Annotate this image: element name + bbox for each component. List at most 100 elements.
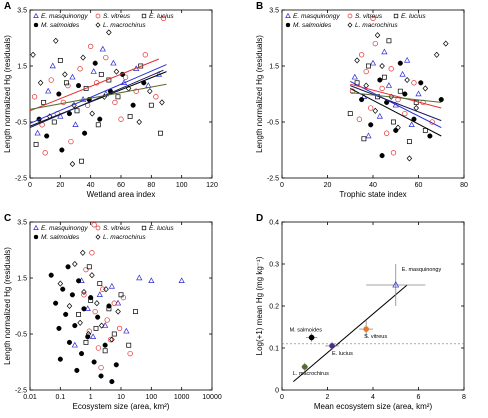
legend-marker bbox=[141, 225, 147, 231]
legend-marker bbox=[393, 13, 399, 19]
data-point bbox=[115, 308, 121, 315]
data-point bbox=[377, 77, 383, 83]
data-point bbox=[361, 136, 367, 142]
x-axis-label: Mean ecosystem size (area, km²) bbox=[314, 402, 433, 411]
x-tick-label: 1000 bbox=[174, 394, 190, 401]
legend-label: S. vitreus bbox=[103, 225, 131, 232]
data-point bbox=[366, 63, 371, 69]
data-point bbox=[411, 80, 417, 86]
data-point bbox=[78, 351, 85, 357]
data-point bbox=[95, 122, 101, 128]
data-point bbox=[397, 60, 403, 66]
x-tick-label: 20 bbox=[324, 182, 332, 189]
data-point bbox=[354, 57, 360, 64]
data-point bbox=[66, 302, 73, 310]
data-point bbox=[108, 282, 115, 289]
x-tick-label: 8 bbox=[462, 394, 466, 401]
legend-label: E. masquinongy bbox=[41, 13, 88, 20]
fit-line bbox=[293, 284, 408, 382]
data-point bbox=[98, 373, 104, 379]
y-tick-label: 1.5 bbox=[17, 276, 27, 283]
data-point bbox=[393, 127, 399, 133]
legend-marker bbox=[141, 13, 147, 19]
data-point bbox=[69, 292, 75, 298]
panel-a: -2.5 -0.5 1.5 3.5 0 20 40 60 80 100 120 Wetland are… bbox=[3, 1, 218, 199]
data-point bbox=[368, 122, 374, 128]
data-point bbox=[79, 158, 84, 164]
data-point bbox=[57, 356, 63, 362]
data-point bbox=[103, 286, 109, 293]
data-point bbox=[110, 59, 117, 66]
data-point bbox=[66, 111, 72, 117]
data-point bbox=[388, 93, 394, 100]
data-point bbox=[386, 38, 392, 44]
data-point bbox=[356, 116, 363, 122]
legend-label: L. macrochirus bbox=[103, 22, 146, 29]
data-point bbox=[113, 362, 119, 368]
legend-marker bbox=[95, 22, 101, 28]
data-point bbox=[106, 29, 112, 36]
x-tick-label: 0.1 bbox=[55, 394, 65, 401]
data-point bbox=[136, 274, 143, 281]
data-point bbox=[48, 77, 54, 83]
x-tick-label: 10000 bbox=[202, 394, 222, 401]
data-point bbox=[95, 314, 101, 320]
data-point bbox=[351, 73, 358, 80]
data-point bbox=[126, 342, 132, 348]
data-point bbox=[49, 62, 56, 69]
data-point bbox=[103, 54, 109, 61]
data-point bbox=[82, 130, 88, 136]
data-point bbox=[392, 281, 400, 288]
data-point bbox=[381, 48, 388, 55]
x-tick-label: 0 bbox=[280, 182, 284, 189]
data-point bbox=[374, 32, 381, 39]
data-point bbox=[363, 326, 370, 332]
y-axis-label: Log(+1) mean Hg (mg kg⁻¹) bbox=[255, 256, 264, 355]
x-axis-label: Ecosystem size (area, km²) bbox=[73, 402, 170, 411]
data-point bbox=[109, 379, 115, 385]
y-tick-label: -2.5 bbox=[267, 176, 279, 183]
y-tick-label: 0.1 bbox=[269, 346, 279, 353]
data-point bbox=[53, 37, 59, 44]
x-tick-label: 20 bbox=[56, 182, 64, 189]
data-point bbox=[406, 139, 412, 145]
x-axis-label: Trophic state index bbox=[339, 190, 406, 199]
legend-marker bbox=[33, 234, 39, 240]
fit-line bbox=[350, 87, 442, 137]
data-point bbox=[102, 342, 108, 348]
x-tick-label: 60 bbox=[117, 182, 125, 189]
legend-label: E. lucius bbox=[149, 225, 174, 232]
data-point bbox=[31, 94, 38, 100]
legend-label: L. macrochirus bbox=[103, 234, 146, 241]
data-point bbox=[385, 82, 393, 88]
data-point bbox=[408, 121, 415, 127]
data-point bbox=[57, 280, 64, 287]
data-point bbox=[56, 91, 62, 97]
legend-marker bbox=[347, 22, 353, 28]
data-point bbox=[107, 336, 114, 343]
panel-c: -2.5 -0.5 1.5 3.5 0.01 0.1 1 10 100 1000 10000 Ecos… bbox=[3, 213, 222, 411]
y-tick-label: -0.5 bbox=[15, 332, 27, 339]
data-point bbox=[133, 309, 138, 315]
data-point bbox=[438, 97, 444, 103]
legend-label: E. lucius bbox=[401, 13, 426, 20]
y-axis-label: Length normalized Hg (residuals) bbox=[3, 35, 12, 153]
data-point bbox=[142, 52, 148, 58]
data-point bbox=[308, 334, 315, 341]
data-point bbox=[85, 330, 92, 338]
data-point bbox=[106, 303, 112, 309]
legend-label: E. masquinongy bbox=[41, 225, 88, 232]
plot-frame bbox=[29, 221, 213, 391]
data-point bbox=[384, 130, 390, 136]
legend-label: E. lucius bbox=[149, 13, 174, 20]
x-tick-label: 0 bbox=[28, 182, 32, 189]
y-tick-label: 1.5 bbox=[269, 64, 279, 71]
data-point bbox=[42, 150, 48, 156]
data-point bbox=[89, 250, 95, 256]
data-point bbox=[365, 132, 372, 139]
x-tick-label: 10 bbox=[117, 394, 125, 401]
data-point bbox=[45, 87, 52, 94]
y-tick-label: 0 bbox=[275, 388, 279, 395]
data-point bbox=[443, 40, 449, 47]
data-point bbox=[83, 85, 89, 91]
